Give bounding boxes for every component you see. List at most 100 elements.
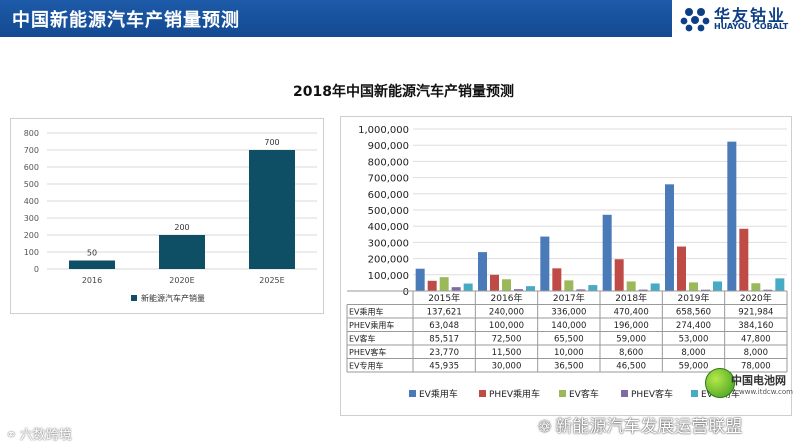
x-tick-label: 2015年 bbox=[428, 292, 460, 304]
legend-label: EV乘用车 bbox=[419, 388, 458, 400]
table-row-header: EV专用车 bbox=[349, 361, 384, 371]
y-tick-label: 0 bbox=[403, 287, 409, 298]
y-tick-label: 0 bbox=[34, 265, 39, 274]
table-cell: 921,984 bbox=[738, 308, 773, 318]
x-tick-label: 2016年 bbox=[491, 292, 523, 304]
y-tick-label: 600,000 bbox=[368, 190, 409, 201]
bar bbox=[638, 289, 648, 291]
y-tick-label: 500 bbox=[24, 180, 39, 189]
bar bbox=[727, 141, 737, 291]
table-cell: 72,500 bbox=[492, 335, 522, 345]
vehicle-type-forecast-chart: 0 100,000 200,000 300,000 400,000 500,000 600,… bbox=[346, 125, 788, 400]
bar bbox=[427, 280, 437, 291]
table-cell: 53,000 bbox=[679, 335, 709, 345]
table-cell: 384,160 bbox=[738, 321, 773, 331]
legend-swatch bbox=[621, 390, 628, 397]
y-tick-label: 300,000 bbox=[368, 238, 409, 249]
y-tick-label: 700 bbox=[24, 146, 39, 155]
y-tick-label: 800 bbox=[24, 129, 39, 138]
y-tick-label: 100 bbox=[24, 248, 39, 257]
table-row-header: EV乘用车 bbox=[349, 307, 384, 317]
chat-bubble-icon: ❁ bbox=[538, 417, 552, 436]
bar bbox=[502, 279, 511, 291]
legend-label: PHEV客车 bbox=[631, 388, 673, 400]
bar bbox=[626, 281, 636, 291]
table-cell: 47,800 bbox=[741, 335, 771, 345]
production-forecast-chart: 0 100 200 300 400 500 600 700 800 50 2016 200 2020E 7… bbox=[24, 129, 317, 303]
table-cell: 8,000 bbox=[681, 348, 705, 358]
y-tick-label: 1,000,000 bbox=[358, 125, 409, 136]
bar bbox=[588, 285, 598, 291]
logo-text-cn: 华友钴业 bbox=[714, 6, 787, 25]
y-tick-label: 500,000 bbox=[368, 206, 409, 217]
table-cell: 137,621 bbox=[427, 308, 462, 318]
bar bbox=[677, 246, 686, 291]
y-tick-label: 400 bbox=[24, 197, 39, 206]
bar bbox=[451, 287, 461, 291]
bar bbox=[739, 228, 749, 291]
y-tick-label: 700,000 bbox=[368, 174, 409, 185]
bar bbox=[69, 260, 115, 269]
x-tick-label: 2018年 bbox=[615, 292, 647, 304]
site-badge-name: 中国电池网 bbox=[731, 374, 786, 387]
x-tick-label: 2017年 bbox=[553, 292, 585, 304]
bar bbox=[540, 236, 550, 291]
y-tick-label: 800,000 bbox=[368, 157, 409, 168]
site-badge: 中国电池网 www.itdcw.com bbox=[705, 368, 800, 402]
legend-label: PHEV乘用车 bbox=[489, 388, 540, 400]
bar bbox=[463, 283, 473, 291]
logo-text-en: HUAYOU COBALT bbox=[714, 22, 789, 31]
bar bbox=[552, 268, 562, 291]
table-cell: 274,400 bbox=[676, 321, 711, 331]
huayou-logo-icon bbox=[680, 8, 710, 32]
table-cell: 85,517 bbox=[429, 335, 459, 345]
bar bbox=[159, 235, 205, 269]
table-cell: 78,000 bbox=[741, 362, 771, 372]
y-tick-label: 200 bbox=[24, 231, 39, 240]
table-cell: 240,000 bbox=[489, 308, 524, 318]
bar bbox=[490, 274, 499, 291]
legend-label: EV客车 bbox=[569, 388, 599, 400]
bar bbox=[665, 184, 674, 291]
table-cell: 63,048 bbox=[429, 321, 459, 331]
bar bbox=[650, 283, 660, 291]
table-cell: 8,600 bbox=[619, 348, 643, 358]
left-chart-panel: 0 100 200 300 400 500 600 700 800 50 2016 200 2020E 7… bbox=[10, 118, 324, 314]
bar bbox=[701, 289, 710, 291]
y-tick-label: 100,000 bbox=[368, 271, 409, 282]
data-label: 50 bbox=[87, 249, 97, 258]
table-cell: 59,000 bbox=[616, 335, 646, 345]
link-icon: ⚭ bbox=[6, 428, 17, 443]
x-tick-label: 2020E bbox=[169, 276, 194, 285]
table-cell: 45,935 bbox=[429, 362, 459, 372]
bar bbox=[689, 282, 698, 291]
table-cell: 336,000 bbox=[551, 308, 586, 318]
watermark-right-text: 新能源汽车发展运营联盟 bbox=[555, 417, 743, 437]
bar bbox=[775, 278, 785, 291]
table-cell: 46,500 bbox=[616, 362, 646, 372]
bar bbox=[614, 259, 624, 291]
table-cell: 196,000 bbox=[614, 321, 649, 331]
bar bbox=[751, 283, 761, 291]
bar bbox=[763, 289, 773, 291]
table-cell: 23,770 bbox=[429, 348, 459, 358]
y-tick-label: 300 bbox=[24, 214, 39, 223]
legend-swatch bbox=[691, 390, 698, 397]
bar bbox=[713, 281, 722, 291]
page-title: 中国新能源汽车产销量预测 bbox=[12, 10, 240, 31]
legend-swatch bbox=[131, 295, 137, 301]
legend-swatch bbox=[409, 390, 416, 397]
bar bbox=[439, 277, 449, 291]
watermark-right: ❁ 新能源汽车发展运营联盟 bbox=[538, 412, 742, 437]
y-tick-label: 900,000 bbox=[368, 141, 409, 152]
bar bbox=[564, 280, 574, 291]
watermark-left: ⚭ 六数跨境 bbox=[6, 424, 72, 443]
table-cell: 470,400 bbox=[614, 308, 649, 318]
x-tick-label: 2016 bbox=[82, 276, 102, 285]
bar bbox=[576, 289, 586, 291]
bar bbox=[249, 150, 295, 269]
table-cell: 30,000 bbox=[492, 362, 522, 372]
legend-label: 新能源汽车产销量 bbox=[141, 293, 205, 303]
data-label: 200 bbox=[174, 223, 189, 232]
header-bar: 中国新能源汽车产销量预测 华友钴业 HUAYOU COBALT bbox=[0, 0, 807, 37]
